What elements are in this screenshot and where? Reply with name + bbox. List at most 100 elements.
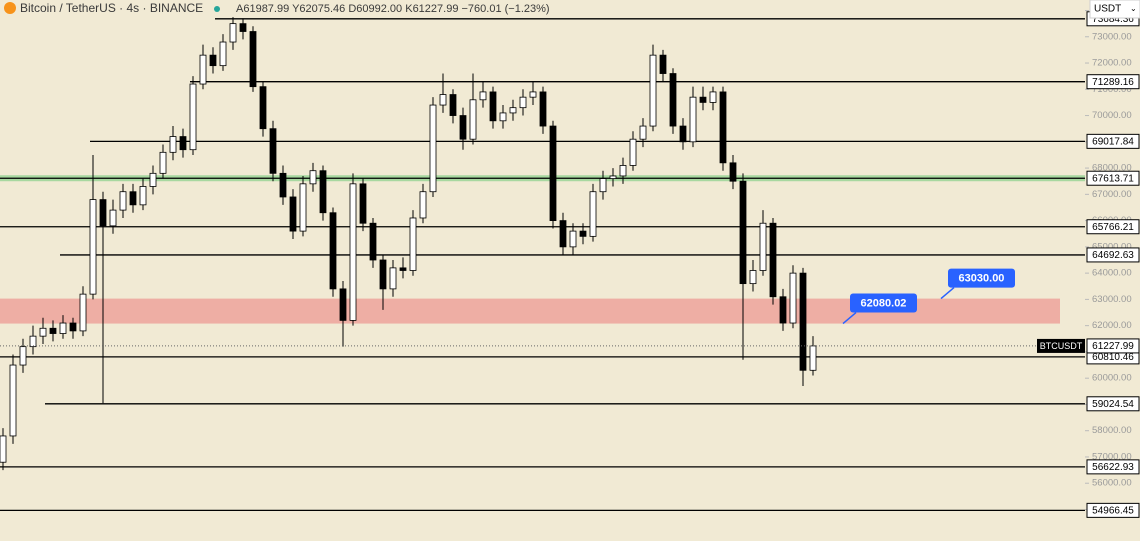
symbol-label: BTCUSDT [1040, 341, 1083, 351]
candle-body [299, 183, 307, 232]
price-label-box [1086, 338, 1140, 354]
callout-label: 63030.00 [959, 273, 1005, 285]
callout-box [948, 268, 1015, 288]
candle-body [99, 199, 107, 227]
candle-body [659, 54, 667, 74]
y-tick-label: 57000.00 [1092, 451, 1132, 462]
candle-body [9, 364, 17, 437]
candle-body [809, 345, 817, 371]
candle-body [559, 220, 567, 248]
candle-body [419, 191, 427, 219]
level-label-box [1086, 502, 1140, 518]
candle-body [579, 230, 587, 237]
candle-body [759, 222, 767, 271]
candle-body [199, 54, 207, 85]
candle-body [689, 96, 697, 143]
level-label: 56622.93 [1092, 462, 1134, 473]
candle-body [699, 96, 707, 103]
status-dot [214, 6, 220, 12]
candle-body [189, 83, 197, 151]
candle-body [429, 104, 437, 193]
candle-body [0, 435, 7, 463]
candle-body [69, 322, 77, 332]
candle-body [549, 125, 557, 222]
candle-body [309, 170, 317, 185]
y-tick-label: 56000.00 [1092, 478, 1132, 489]
symbol-label-box [1037, 338, 1085, 353]
candle-body [139, 186, 147, 206]
callout-box [850, 293, 917, 313]
candle-body [509, 107, 517, 114]
candle-body [499, 112, 507, 122]
ohlc: A61987.99 Y62075.46 D60992.00 K61227.99 … [236, 3, 550, 15]
candle-body [249, 31, 257, 88]
candle-body [279, 172, 287, 198]
y-tick-label: 64000.00 [1092, 268, 1132, 279]
candle-body [119, 191, 127, 211]
y-tick-label: 60000.00 [1092, 373, 1132, 384]
candle-body [259, 86, 267, 130]
candle-body [239, 23, 247, 32]
candle-body [779, 296, 787, 324]
level-label: 59024.54 [1092, 399, 1134, 410]
candle-body [709, 91, 717, 103]
candle-body [49, 327, 57, 334]
candle-body [589, 191, 597, 237]
candle-body [39, 327, 47, 337]
candle-body [749, 270, 757, 285]
candle-body [179, 136, 187, 151]
candle-body [769, 222, 777, 298]
y-tick-label: 65000.00 [1092, 241, 1132, 252]
callout-label: 62080.02 [861, 297, 907, 309]
candle-body [389, 267, 397, 290]
candle-body [609, 175, 617, 179]
level-label: 65766.21 [1092, 222, 1134, 233]
y-tick-label: 71000.00 [1092, 84, 1132, 95]
candle-body [439, 94, 447, 106]
level-label: 73684.36 [1092, 14, 1134, 25]
level-label-box [1086, 219, 1140, 235]
currency[interactable]: USDT [1094, 4, 1121, 15]
y-tick-label: 70000.00 [1092, 110, 1132, 121]
candle-body [29, 335, 37, 348]
candle-body [319, 170, 327, 214]
candle-body [149, 172, 157, 187]
currency-select[interactable] [1089, 0, 1140, 19]
candle-body [799, 272, 807, 371]
y-tick-label: 72000.00 [1092, 58, 1132, 69]
candle-body [289, 196, 297, 232]
candle-body [639, 125, 647, 140]
candle-body [369, 222, 377, 261]
level-label: 60810.46 [1092, 352, 1134, 363]
level-label: 71289.16 [1092, 77, 1134, 88]
candle-body [449, 94, 457, 116]
candle-body [569, 230, 577, 248]
candle-body [269, 128, 277, 174]
candle-body [529, 91, 537, 98]
y-tick-label: 63000.00 [1092, 294, 1132, 305]
candle-body [469, 99, 477, 140]
candle-body [729, 162, 737, 182]
candle-body [399, 267, 407, 271]
candle-body [719, 91, 727, 164]
price-axis [1085, 0, 1140, 541]
candle-body [629, 138, 637, 166]
candle-body [109, 209, 117, 227]
candle-body [649, 54, 657, 127]
candle-body [479, 91, 487, 101]
candle-body [789, 272, 797, 324]
candle-body [89, 199, 97, 295]
level-label-box [1086, 133, 1140, 149]
callout-pointer [842, 311, 857, 325]
symbol-icon [4, 2, 16, 14]
level-label-box [1086, 170, 1140, 186]
y-tick-label: 67000.00 [1092, 189, 1132, 200]
level-label-box [1086, 459, 1140, 475]
candle-body [79, 293, 87, 332]
y-tick-label: 73000.00 [1092, 31, 1132, 42]
dropdown-caret[interactable]: ⌄ [1130, 4, 1137, 13]
y-tick-label: 62000.00 [1092, 320, 1132, 331]
candle-body [129, 191, 137, 206]
candle-body [669, 73, 677, 127]
